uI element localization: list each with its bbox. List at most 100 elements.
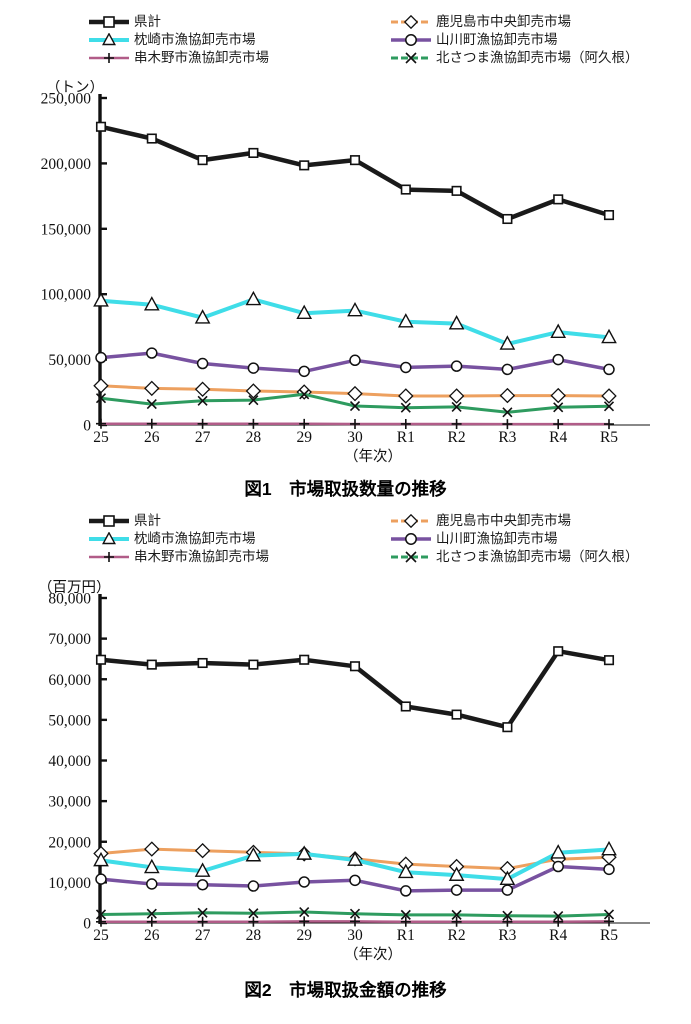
triangle-marker-icon: [93, 292, 109, 307]
triangle-marker-icon: [143, 296, 160, 311]
square-marker-icon: [146, 133, 157, 144]
y-tick-label: 50,000: [48, 712, 91, 729]
figure2-chart: （百万円） 0 10,000 20,000 30,000 40,000 50,000 60,0…: [38, 580, 650, 963]
kushikino-legend-swatch: [89, 551, 129, 562]
y-tick-label: 0: [83, 418, 91, 435]
y-tick-label: 150,000: [41, 221, 92, 238]
triangle-marker-icon: [102, 531, 116, 544]
x-tick-label: R2: [448, 429, 466, 446]
x-tick-label: R4: [549, 429, 567, 446]
diamond-marker-icon: [403, 513, 419, 528]
figure1-legend: 県計 鹿児島市中央卸売市場 枕崎市漁協卸売市場 山川町漁協卸売市場 串木野市漁協卸売市場…: [88, 13, 668, 66]
figure2-legend: 県計 鹿児島市中央卸売市場 枕崎市漁協卸売市場 山川町漁協卸売市場 串木野市漁協卸売市場…: [88, 512, 668, 565]
triangle-marker-icon: [550, 844, 567, 859]
square-marker-icon: [502, 213, 513, 225]
triangle-marker-icon: [550, 323, 567, 339]
legend-item-kushikino: 串木野市漁協卸売市場: [88, 49, 390, 66]
triangle-marker-icon: [499, 870, 516, 885]
square-marker-icon: [400, 701, 411, 712]
x-tick-label: 30: [347, 429, 363, 446]
circle-marker-icon: [349, 354, 361, 366]
y-tick-label: 200,000: [41, 156, 92, 173]
x-marker-icon: [299, 906, 310, 918]
legend-label: 北さつま漁協卸売市場（阿久根）: [436, 50, 639, 65]
square-marker-icon: [103, 15, 115, 28]
plus-marker-icon: [350, 418, 360, 429]
legend-label: 県計: [134, 513, 161, 528]
x-tick-label: R1: [397, 927, 415, 944]
circle-marker-icon: [603, 363, 615, 376]
x-tick-label: 26: [144, 927, 160, 944]
x-tick-label: 28: [246, 927, 262, 944]
x-marker-icon: [95, 393, 107, 404]
legend-item-yamakawa: 山川町漁協卸売市場: [390, 530, 668, 547]
diamond-marker-icon: [194, 842, 211, 859]
square-marker-icon: [553, 194, 564, 205]
plus-marker-icon: [502, 419, 513, 430]
circle-marker-icon: [298, 365, 310, 378]
legend-label: 県計: [134, 14, 161, 29]
triangle-marker-icon: [245, 846, 262, 862]
legend-item-kagoshima: 鹿児島市中央卸売市場: [390, 512, 668, 529]
triangle-marker-icon: [347, 301, 363, 317]
x-marker-icon: [405, 51, 417, 64]
y-tick-label: 250,000: [41, 91, 92, 108]
plus-marker-icon: [96, 916, 106, 927]
series-line-kenkei: [98, 124, 612, 222]
y-tick-label: 100,000: [41, 287, 92, 304]
square-marker-icon: [248, 659, 259, 670]
x-marker-icon: [451, 401, 462, 413]
circle-marker-icon: [501, 884, 514, 896]
plus-marker-icon: [248, 418, 259, 429]
unit-label: （トン）: [46, 80, 104, 96]
kushikino-legend-swatch: [89, 52, 129, 63]
plus-marker-icon: [248, 916, 259, 927]
circle-marker-icon: [405, 532, 417, 545]
unit-label: （百万円）: [38, 580, 111, 596]
x-tick-label: 26: [144, 429, 160, 446]
legend-item-kenkei: 県計: [88, 13, 390, 30]
plus-marker-icon: [96, 418, 106, 429]
circle-marker-icon: [298, 876, 310, 888]
y-tick-label: 80,000: [48, 591, 91, 608]
circle-marker-icon: [405, 33, 417, 46]
circle-marker-icon: [552, 860, 564, 873]
plus-marker-icon: [553, 419, 564, 430]
triangle-marker-icon: [448, 315, 465, 330]
diamond-marker-icon: [448, 388, 465, 404]
square-marker-icon: [95, 121, 107, 132]
legend-label: 北さつま漁協卸売市場（阿久根）: [436, 549, 639, 564]
square-marker-icon: [299, 160, 310, 171]
x-marker-icon: [197, 395, 208, 406]
circle-marker-icon: [196, 879, 209, 891]
square-marker-icon: [349, 155, 361, 166]
square-marker-icon: [451, 185, 462, 196]
figure1-chart: （トン） 0 50,000 100,000 150,000 200,000 250,000 2…: [41, 80, 650, 465]
circle-marker-icon: [603, 863, 615, 876]
diamond-marker-icon: [398, 388, 414, 404]
plus-marker-icon: [104, 52, 114, 63]
square-marker-icon: [603, 655, 615, 666]
x-axis-label: （年次）: [344, 448, 402, 465]
legend-item-kushikino: 串木野市漁協卸売市場: [88, 548, 390, 565]
y-tick-label: 70,000: [48, 631, 91, 648]
circle-marker-icon: [552, 353, 564, 366]
plus-marker-icon: [197, 418, 208, 429]
legend-label: 枕崎市漁協卸売市場: [134, 32, 256, 47]
y-tick-label: 20,000: [48, 834, 91, 851]
square-marker-icon: [299, 654, 310, 665]
triangle-marker-icon: [347, 851, 363, 866]
diamond-marker-icon: [245, 383, 262, 399]
x-marker-icon: [95, 909, 107, 920]
x-tick-label: R5: [600, 429, 618, 446]
kagoshima-legend-swatch: [391, 14, 431, 29]
x-marker-icon: [405, 550, 417, 563]
circle-marker-icon: [501, 363, 514, 376]
makurazaki-legend-swatch: [89, 531, 129, 544]
square-marker-icon: [400, 184, 411, 195]
triangle-marker-icon: [102, 32, 116, 45]
diamond-marker-icon: [499, 387, 516, 404]
figure1-caption: 図1 市場取扱数量の推移: [244, 479, 447, 499]
triangle-marker-icon: [601, 328, 617, 344]
